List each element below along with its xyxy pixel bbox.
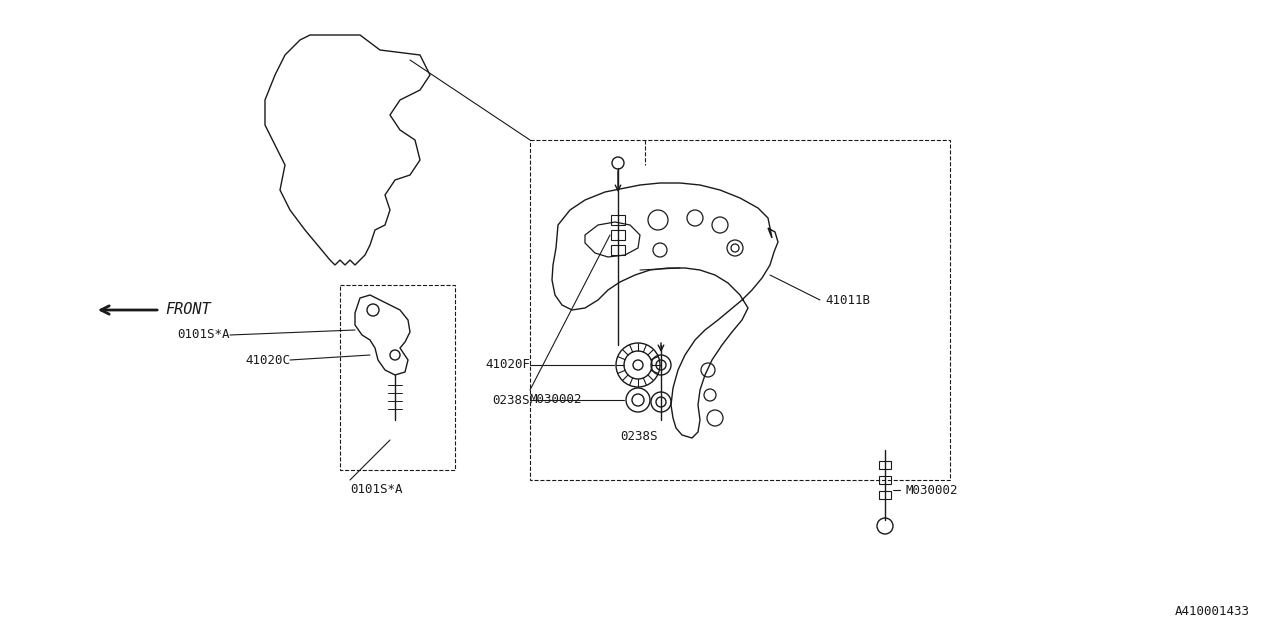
Text: M030002: M030002	[905, 483, 957, 497]
Text: FRONT: FRONT	[165, 303, 211, 317]
Text: 0238S: 0238S	[620, 430, 658, 443]
Text: 0101S*A: 0101S*A	[178, 328, 230, 342]
Text: 41020C: 41020C	[244, 353, 291, 367]
Text: A410001433: A410001433	[1175, 605, 1251, 618]
Text: 41011B: 41011B	[826, 294, 870, 307]
Text: 0101S*A: 0101S*A	[349, 483, 402, 496]
Text: M030002: M030002	[530, 393, 582, 406]
Text: 0238S: 0238S	[493, 394, 530, 406]
Text: 41020F: 41020F	[485, 358, 530, 371]
